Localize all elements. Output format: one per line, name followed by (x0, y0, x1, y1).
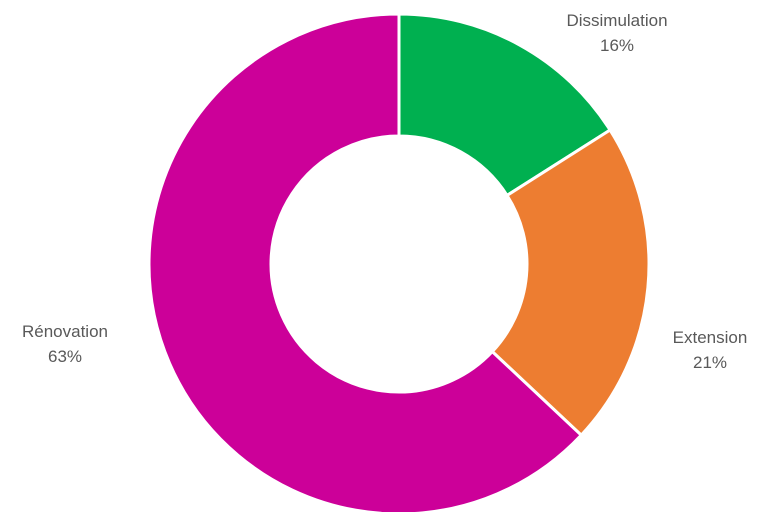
slice-label-name: Extension (673, 328, 748, 347)
slice-label-value: 16% (600, 36, 634, 55)
slice-label-name: Dissimulation (566, 11, 667, 30)
slice-label-value: 63% (48, 347, 82, 366)
donut-slice-renovation (147, 12, 584, 512)
donut-slice-extension (490, 127, 651, 438)
donut-slice-dissimulation (397, 12, 613, 198)
donut-labels: Dissimulation 16% Extension 21% Rénovation 63… (22, 11, 747, 372)
slice-label-value: 21% (693, 353, 727, 372)
donut-slices (147, 12, 651, 512)
slice-label-name: Rénovation (22, 322, 108, 341)
